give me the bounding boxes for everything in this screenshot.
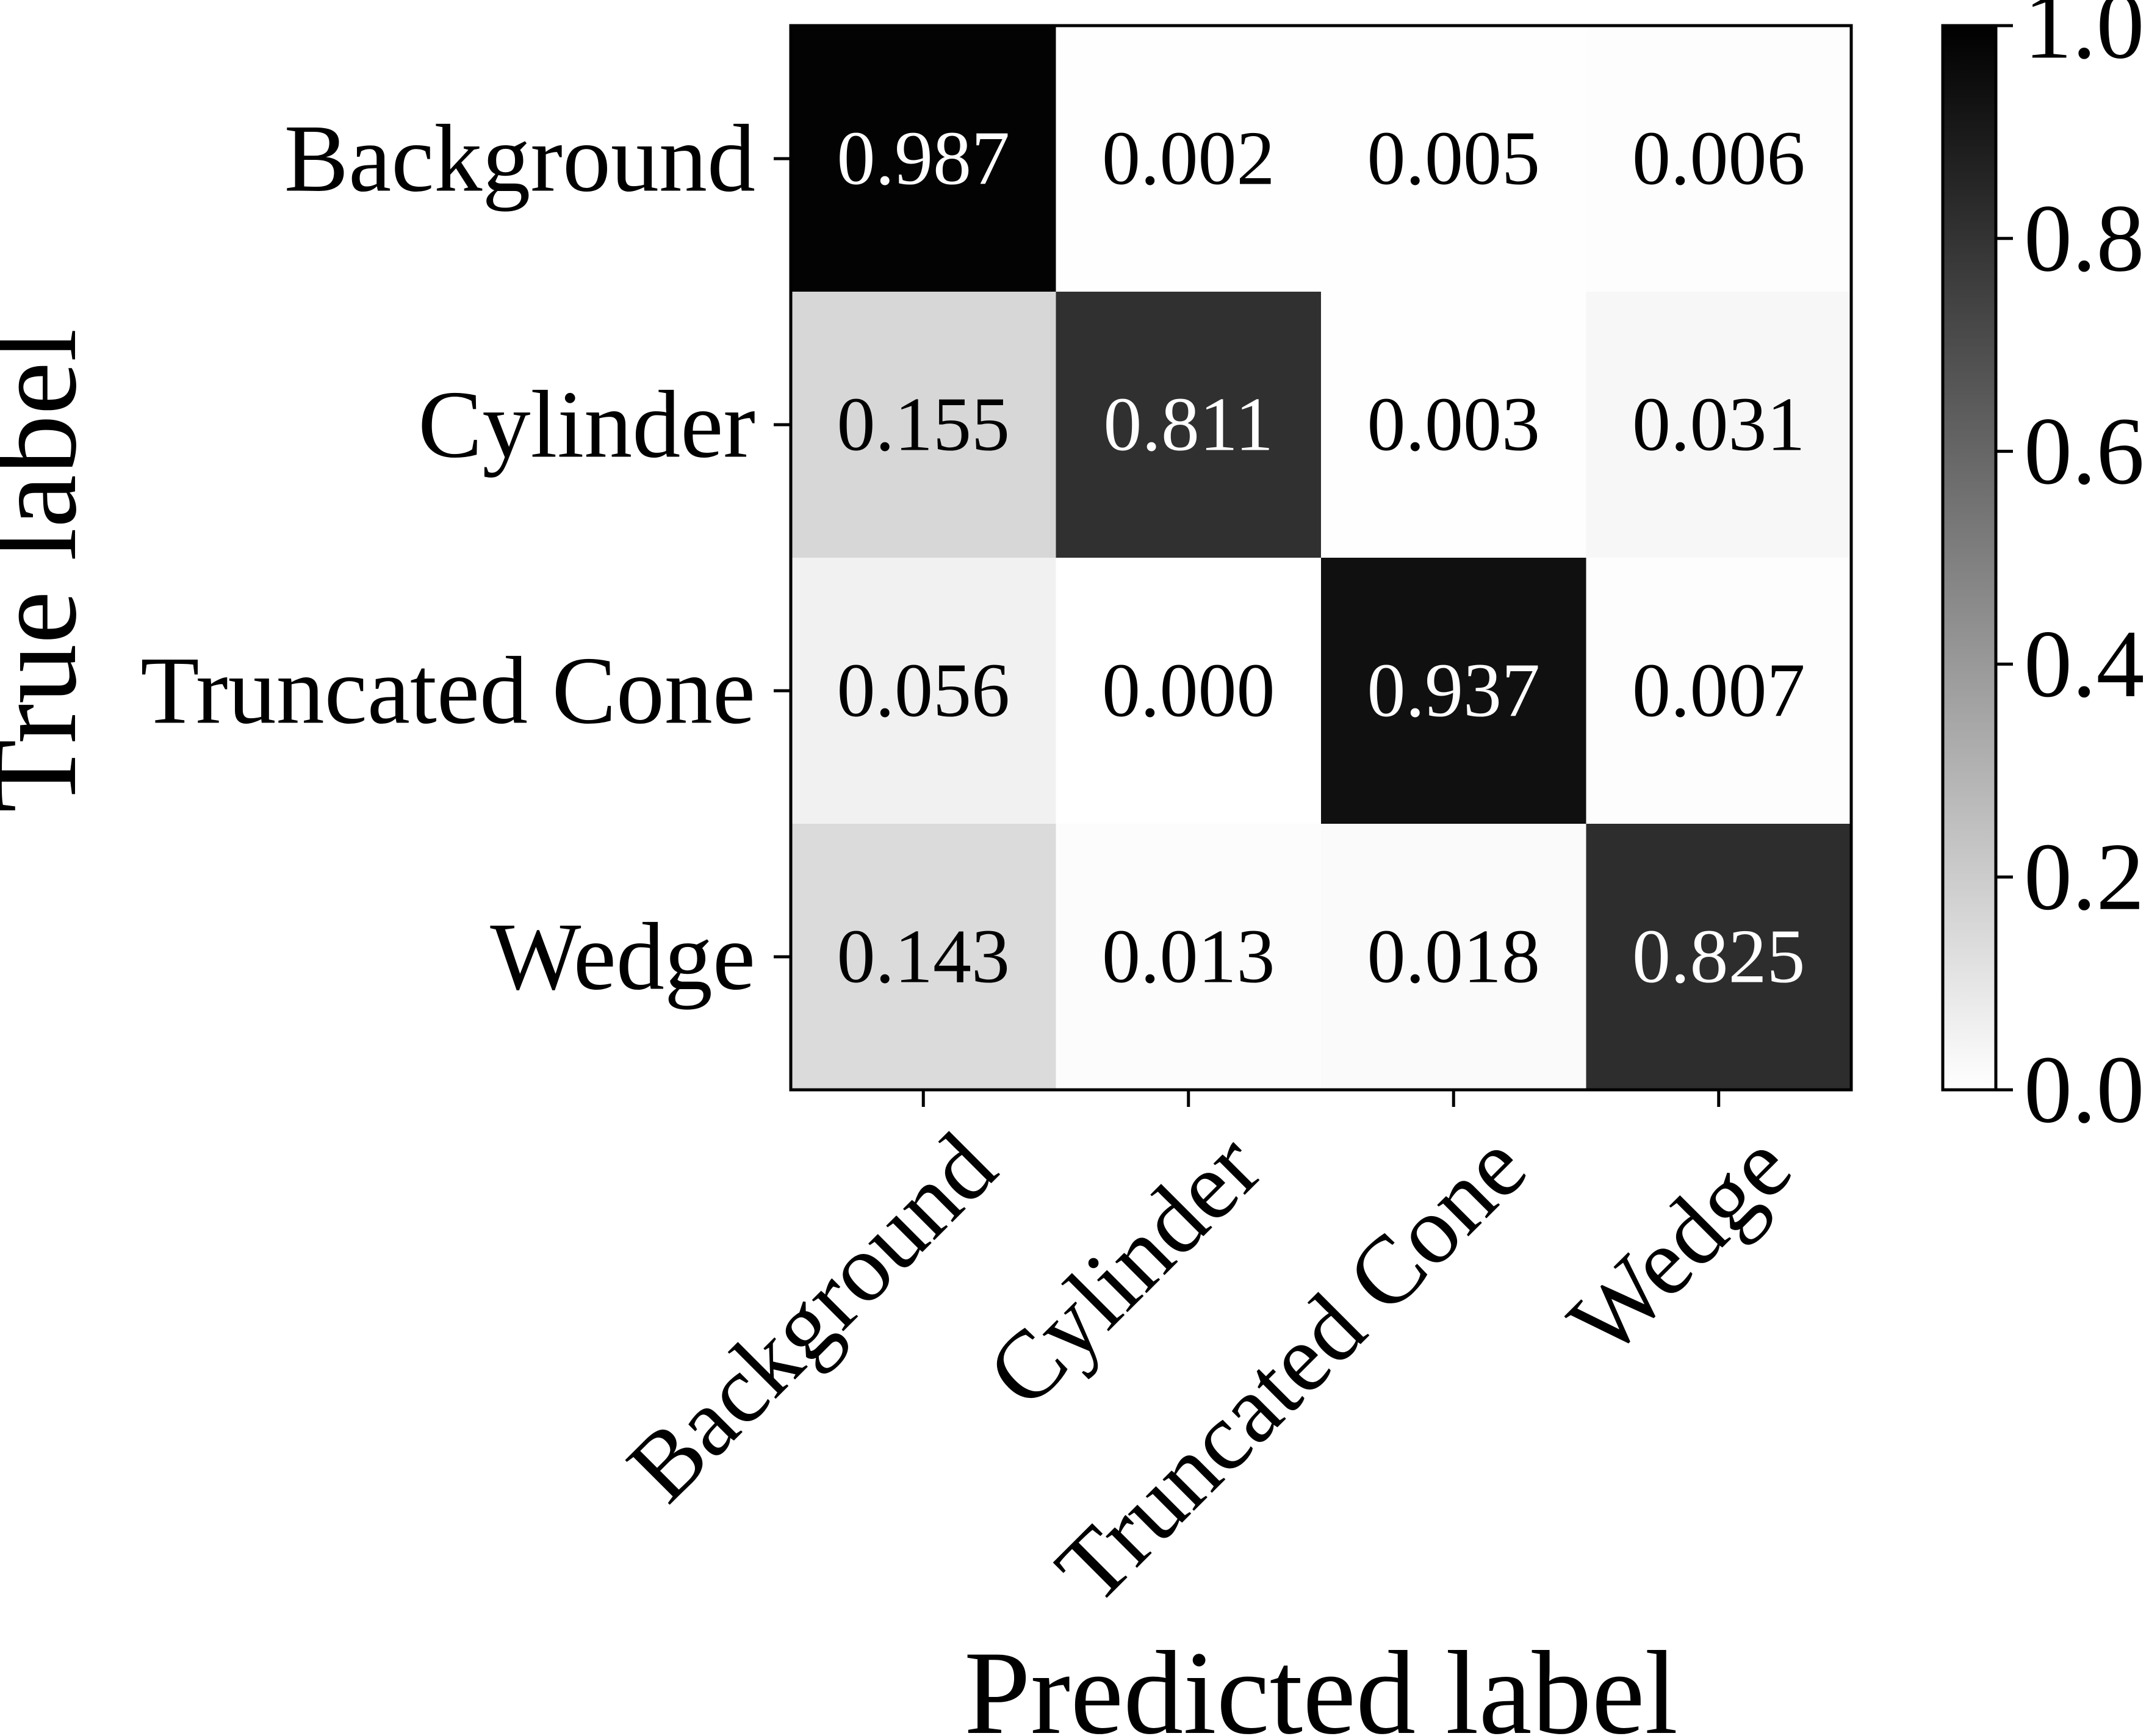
heatmap-cell-r0-c2 bbox=[1321, 26, 1586, 292]
cell-value-labels: 0.987 0.002 0.005 0.006 0.155 0.811 0.003 0.031… bbox=[837, 117, 1805, 999]
y-tick-label: Background bbox=[284, 106, 755, 212]
heatmap-cell-r1-c3 bbox=[1586, 292, 1852, 558]
heatmap-cell-r3-c0 bbox=[791, 824, 1056, 1090]
cell-value-label: 0.143 bbox=[837, 915, 1010, 999]
cell-value-label: 0.018 bbox=[1367, 915, 1541, 999]
colorbar-tick-label: 0.0 bbox=[2024, 1037, 2145, 1144]
cell-value-label: 0.937 bbox=[1367, 649, 1541, 733]
cell-value-label: 0.155 bbox=[837, 383, 1010, 467]
x-tick-label: Truncated Cone bbox=[1036, 1113, 1546, 1623]
x-tick-label: Wedge bbox=[1549, 1113, 1812, 1376]
heatmap-cell-r3-c3 bbox=[1586, 824, 1852, 1090]
cell-value-label: 0.003 bbox=[1367, 383, 1541, 467]
y-tick-label: Wedge bbox=[490, 904, 755, 1010]
cell-value-label: 0.013 bbox=[1102, 915, 1275, 999]
colorbar-tick-label: 0.2 bbox=[2024, 824, 2145, 931]
cell-value-label: 0.000 bbox=[1102, 649, 1275, 733]
x-tick-label: Background bbox=[607, 1113, 1016, 1522]
x-axis-label: Predicted label bbox=[964, 1627, 1678, 1736]
colorbar-gradient bbox=[1941, 24, 1998, 1092]
cell-value-label: 0.007 bbox=[1632, 649, 1805, 733]
heatmap-cell-r1-c0 bbox=[791, 292, 1056, 558]
heatmap-cell-r3-c1 bbox=[1056, 824, 1322, 1090]
heatmap-cell-r2-c2 bbox=[1321, 558, 1586, 824]
y-axis-label: True label bbox=[0, 329, 101, 813]
heatmap-cell-r0-c1 bbox=[1056, 26, 1322, 292]
cell-value-label: 0.825 bbox=[1632, 915, 1805, 999]
colorbar-tick-label: 0.4 bbox=[2024, 611, 2145, 718]
heatmap-cells bbox=[791, 26, 1852, 1090]
heatmap-cell-r0-c0 bbox=[791, 26, 1056, 292]
heatmap-cell-r0-c3 bbox=[1586, 26, 1852, 292]
heatmap-cell-r2-c1 bbox=[1056, 558, 1322, 824]
y-tick-label: Truncated Cone bbox=[140, 638, 755, 744]
heatmap-cell-r1-c1 bbox=[1056, 292, 1322, 558]
heatmap-cell-r3-c2 bbox=[1321, 824, 1586, 1090]
heatmap-cell-r1-c2 bbox=[1321, 292, 1586, 558]
colorbar-ticks: 0.0 0.2 0.4 0.6 0.8 1.0 bbox=[1996, 0, 2145, 1144]
colorbar-tick-label: 0.8 bbox=[2024, 185, 2145, 292]
cell-value-label: 0.056 bbox=[837, 649, 1010, 733]
heatmap-cell-r2-c3 bbox=[1586, 558, 1852, 824]
cell-value-label: 0.031 bbox=[1632, 383, 1805, 467]
colorbar: 0.0 0.2 0.4 0.6 0.8 1.0 bbox=[1941, 0, 2145, 1144]
cell-value-label: 0.987 bbox=[837, 117, 1010, 201]
y-tick-label: Cylinder bbox=[418, 372, 755, 478]
cell-value-label: 0.006 bbox=[1632, 117, 1805, 201]
colorbar-tick-label: 0.6 bbox=[2024, 398, 2145, 505]
y-axis-ticks: Background Cylinder Truncated Cone Wedge bbox=[140, 106, 791, 1010]
plot-frame bbox=[789, 24, 1853, 1092]
cell-value-label: 0.002 bbox=[1102, 117, 1275, 201]
cell-value-label: 0.811 bbox=[1103, 383, 1273, 467]
heatmap-cell-r2-c0 bbox=[791, 558, 1056, 824]
colorbar-tick-label: 1.0 bbox=[2024, 0, 2145, 79]
cell-value-label: 0.005 bbox=[1367, 117, 1541, 201]
